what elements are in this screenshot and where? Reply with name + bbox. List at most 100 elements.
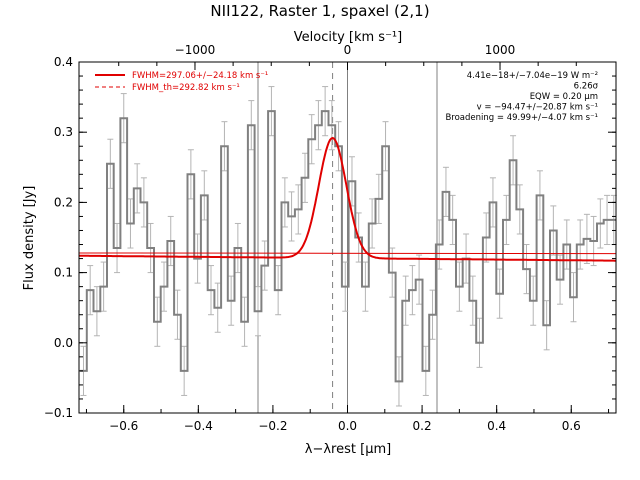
y-tick-label: 0.4 (54, 55, 73, 69)
data-point (391, 272, 393, 274)
data-point (599, 222, 601, 225)
gaussian-fit-line (79, 136, 616, 262)
data-point (96, 310, 98, 312)
data-point (331, 124, 333, 126)
data-point (458, 286, 460, 288)
data-point (566, 243, 568, 246)
data-point (606, 219, 608, 221)
data-point (519, 208, 521, 211)
data-point (613, 219, 615, 221)
data-point (210, 289, 212, 291)
data-point (290, 215, 293, 218)
data-point (492, 201, 494, 203)
data-point (190, 173, 192, 175)
data-point (317, 124, 320, 126)
data-point (230, 300, 232, 302)
x-tick-label: −0.2 (258, 419, 287, 433)
data-point (250, 124, 252, 126)
top-tick-label: 1000 (485, 43, 516, 57)
data-point (156, 321, 158, 323)
data-point (344, 286, 346, 288)
data-point (150, 247, 152, 249)
data-point (586, 238, 588, 240)
data-point (163, 286, 165, 288)
data-point (103, 286, 105, 288)
data-point (418, 279, 420, 281)
data-point (284, 201, 286, 203)
data-point (123, 117, 125, 119)
fit-annotation: v = −94.47+/−20.87 km s⁻¹ (477, 103, 598, 113)
data-point (116, 247, 118, 249)
data-point (257, 310, 259, 312)
x-tick-label: 0.4 (487, 419, 506, 433)
data-point (425, 370, 427, 372)
data-point (593, 240, 595, 242)
fit-annotation: Broadening = 49.99+/−4.07 km s⁻¹ (445, 113, 598, 123)
data-point (311, 138, 313, 140)
y-axis-label: Flux density [Jy] (22, 186, 37, 291)
data-point (411, 289, 413, 291)
data-point (539, 194, 541, 196)
data-point (277, 289, 279, 291)
data-point (579, 243, 581, 246)
legend-label-fwhm: FWHM=297.06+/−24.18 km s⁻¹ (132, 71, 268, 81)
data-point (143, 201, 145, 203)
y-tick-label: 0.3 (54, 125, 73, 139)
data-point (485, 236, 487, 239)
data-point (532, 300, 534, 302)
y-tick-label: 0.0 (54, 336, 73, 350)
x-tick-label: −0.6 (109, 419, 138, 433)
data-point (89, 289, 91, 291)
x-tick-label: 0.6 (562, 419, 581, 433)
data-point (183, 370, 185, 372)
data-point (324, 110, 326, 112)
data-point (445, 191, 447, 193)
flux-step-line (80, 110, 616, 383)
top-tick-label: 0 (344, 43, 352, 57)
data-point (176, 314, 179, 316)
data-point (264, 264, 266, 267)
x-tick-label: 0.0 (338, 419, 357, 433)
fit-annotation: 4.41e−18+/−7.04e−19 W m⁻² (467, 71, 598, 81)
data-point (297, 208, 299, 211)
data-point (129, 222, 132, 225)
y-tick-label: −0.1 (44, 406, 73, 420)
data-point (237, 247, 239, 249)
data-point (505, 219, 507, 221)
data-point (452, 219, 454, 221)
data-point (552, 229, 554, 232)
data-point (170, 240, 172, 242)
data-point (525, 268, 528, 270)
data-point (398, 380, 400, 383)
data-point (472, 300, 474, 302)
top-axis-label: Velocity [km s⁻¹] (294, 30, 402, 45)
data-point (82, 370, 85, 372)
data-point (384, 145, 387, 147)
data-point (572, 296, 575, 298)
chart-title: NII122, Raster 1, spaxel (2,1) (210, 2, 429, 20)
data-point (203, 194, 205, 196)
legend-label-fwhm-th: FWHM_th=292.82 km s⁻¹ (132, 83, 240, 93)
x-tick-label: −0.4 (184, 419, 213, 433)
data-point (364, 286, 366, 288)
data-point (304, 177, 306, 179)
y-tick-label: 0.1 (54, 266, 73, 280)
data-point (109, 163, 111, 165)
data-point (371, 222, 373, 225)
data-point (438, 243, 440, 246)
data-point (546, 324, 548, 326)
data-point (136, 187, 138, 189)
data-point (270, 110, 273, 112)
data-point (499, 293, 501, 295)
fit-annotation: 6.26σ (574, 82, 599, 92)
data-point (431, 314, 434, 316)
data-point (243, 321, 246, 323)
fit-annotation: EQW = 0.20 μm (530, 92, 598, 102)
data-point (196, 257, 199, 260)
data-point (559, 279, 561, 281)
y-tick-label: 0.2 (54, 195, 73, 209)
top-tick-label: −1000 (175, 43, 216, 57)
x-tick-label: 0.2 (413, 419, 432, 433)
data-point (223, 145, 226, 147)
